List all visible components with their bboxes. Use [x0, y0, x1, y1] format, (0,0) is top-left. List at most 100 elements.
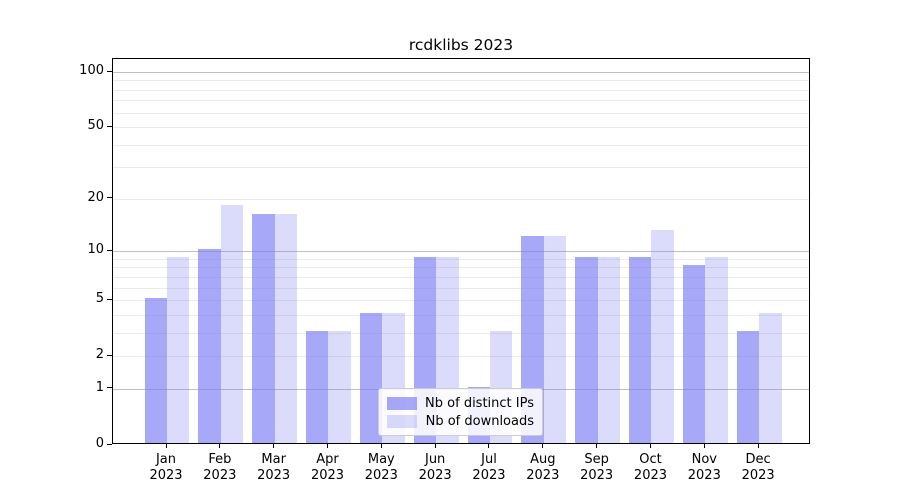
bar-nb-of-downloads-apr-2023: [328, 330, 351, 443]
gridline-minor-9: [113, 258, 809, 260]
x-tick-mark-nov-2023: [703, 444, 705, 448]
bar-nb-of-downloads-aug-2023: [543, 235, 567, 443]
legend: Nb of distinct IPs Nb of downloads: [378, 388, 543, 436]
x-tick-label-aug-2023: Aug 2023: [510, 452, 576, 484]
bar-nb-of-downloads-oct-2023: [651, 229, 674, 443]
x-tick-label-line: 2023: [149, 468, 183, 483]
x-tick-mark-apr-2023: [326, 444, 328, 448]
bar-nb-of-distinct-ips-feb-2023: [198, 249, 221, 443]
x-tick-label-line: 2023: [203, 468, 237, 483]
legend-item-distinct-ips: Nb of distinct IPs: [387, 396, 534, 411]
x-tick-label-line: Dec: [745, 452, 771, 467]
y-tick-mark-2: [107, 354, 112, 356]
gridline-minor-2: [113, 356, 809, 358]
x-tick-label-line: May: [367, 452, 395, 467]
y-tick-mark-5: [107, 298, 112, 300]
x-tick-label-line: Aug: [530, 452, 556, 467]
x-tick-mark-sep-2023: [596, 444, 598, 448]
y-tick-label-100: 100: [79, 63, 104, 78]
gridline-major-10: [113, 251, 809, 253]
x-tick-mark-oct-2023: [649, 444, 651, 448]
legend-item-downloads: Nb of downloads: [387, 414, 534, 429]
x-tick-label-line: Apr: [316, 452, 339, 467]
x-tick-label-line: 2023: [472, 468, 506, 483]
x-tick-mark-jun-2023: [434, 444, 436, 448]
x-tick-label-feb-2023: Feb 2023: [187, 452, 253, 484]
bar-nb-of-downloads-nov-2023: [705, 256, 728, 443]
chart-title: rcdklibs 2023: [408, 36, 514, 54]
x-tick-label-line: Jan: [155, 452, 177, 467]
x-tick-label-jun-2023: Jun 2023: [402, 452, 468, 484]
gridline-minor-30: [113, 167, 809, 169]
y-tick-mark-50: [107, 125, 112, 127]
bar-nb-of-distinct-ips-oct-2023: [629, 256, 652, 443]
x-tick-label-line: 2023: [364, 468, 398, 483]
x-tick-label-apr-2023: Apr 2023: [294, 452, 360, 484]
gridline-major-100: [113, 72, 809, 73]
x-tick-mark-feb-2023: [219, 444, 221, 448]
y-tick-mark-20: [107, 197, 112, 199]
bar-nb-of-downloads-jan-2023: [167, 256, 190, 443]
gridline-minor-3: [113, 332, 809, 334]
x-tick-label-line: Jun: [424, 452, 446, 467]
legend-swatch-distinct-ips: [387, 396, 417, 410]
x-tick-label-line: 2023: [741, 468, 775, 483]
y-tick-label-2: 2: [95, 347, 104, 363]
x-tick-label-line: 2023: [526, 468, 560, 483]
bar-nb-of-distinct-ips-may-2023: [359, 312, 383, 443]
y-tick-mark-1: [107, 387, 112, 389]
y-tick-label-10: 10: [87, 242, 104, 258]
y-tick-mark-10: [107, 249, 112, 251]
y-tick-label-50: 50: [87, 118, 104, 134]
y-tick-label-1: 1: [95, 379, 104, 395]
x-tick-label-oct-2023: Oct 2023: [617, 452, 683, 484]
x-tick-label-line: 2023: [580, 468, 614, 483]
bar-nb-of-distinct-ips-sep-2023: [575, 256, 598, 443]
y-tick-label-5: 5: [95, 291, 104, 307]
bar-nb-of-distinct-ips-mar-2023: [252, 214, 275, 443]
bar-nb-of-distinct-ips-dec-2023: [736, 330, 760, 443]
x-tick-mark-may-2023: [380, 444, 382, 448]
x-tick-label-may-2023: May 2023: [348, 452, 414, 484]
x-tick-label-line: Sep: [584, 452, 609, 467]
bar-nb-of-distinct-ips-nov-2023: [682, 265, 706, 443]
gridline-minor-6: [113, 287, 809, 289]
legend-swatch-downloads: [387, 414, 417, 428]
bar-nb-of-downloads-feb-2023: [220, 205, 244, 443]
x-tick-mark-dec-2023: [757, 444, 759, 448]
y-tick-mark-100: [107, 70, 112, 72]
x-tick-mark-aug-2023: [542, 444, 544, 448]
x-tick-label-mar-2023: Mar 2023: [241, 452, 307, 484]
y-tick-label-0: 0: [95, 436, 104, 451]
bar-nb-of-downloads-mar-2023: [274, 214, 298, 443]
gridline-minor-7: [113, 276, 809, 278]
x-tick-label-line: Jul: [481, 452, 497, 467]
x-tick-label-jan-2023: Jan 2023: [133, 452, 199, 484]
y-tick-label-20: 20: [87, 189, 104, 205]
bar-nb-of-downloads-sep-2023: [597, 256, 621, 443]
x-tick-label-line: 2023: [418, 468, 452, 483]
x-tick-label-line: Nov: [691, 452, 717, 467]
x-tick-mark-mar-2023: [273, 444, 275, 448]
x-tick-mark-jul-2023: [488, 444, 490, 448]
x-tick-label-line: Feb: [208, 452, 232, 467]
x-tick-label-line: 2023: [310, 468, 345, 483]
x-tick-label-sep-2023: Sep 2023: [564, 452, 630, 484]
bar-nb-of-distinct-ips-jan-2023: [144, 298, 167, 443]
x-tick-label-line: Mar: [261, 452, 286, 467]
x-tick-label-jul-2023: Jul 2023: [456, 452, 522, 484]
y-tick-mark-0: [107, 443, 112, 445]
gridline-minor-60: [113, 112, 809, 114]
plot-area: [112, 58, 810, 444]
x-tick-label-line: 2023: [257, 468, 291, 483]
x-tick-label-nov-2023: Nov 2023: [671, 452, 737, 484]
gridline-minor-8: [113, 267, 809, 269]
x-tick-label-dec-2023: Dec 2023: [725, 452, 791, 484]
gridline-minor-80: [113, 89, 809, 91]
x-tick-label-line: 2023: [687, 468, 721, 483]
gridline-minor-90: [113, 80, 809, 82]
gridline-minor-5: [113, 300, 809, 302]
legend-label-distinct-ips: Nb of distinct IPs: [425, 395, 534, 411]
gridline-minor-4: [113, 314, 809, 316]
